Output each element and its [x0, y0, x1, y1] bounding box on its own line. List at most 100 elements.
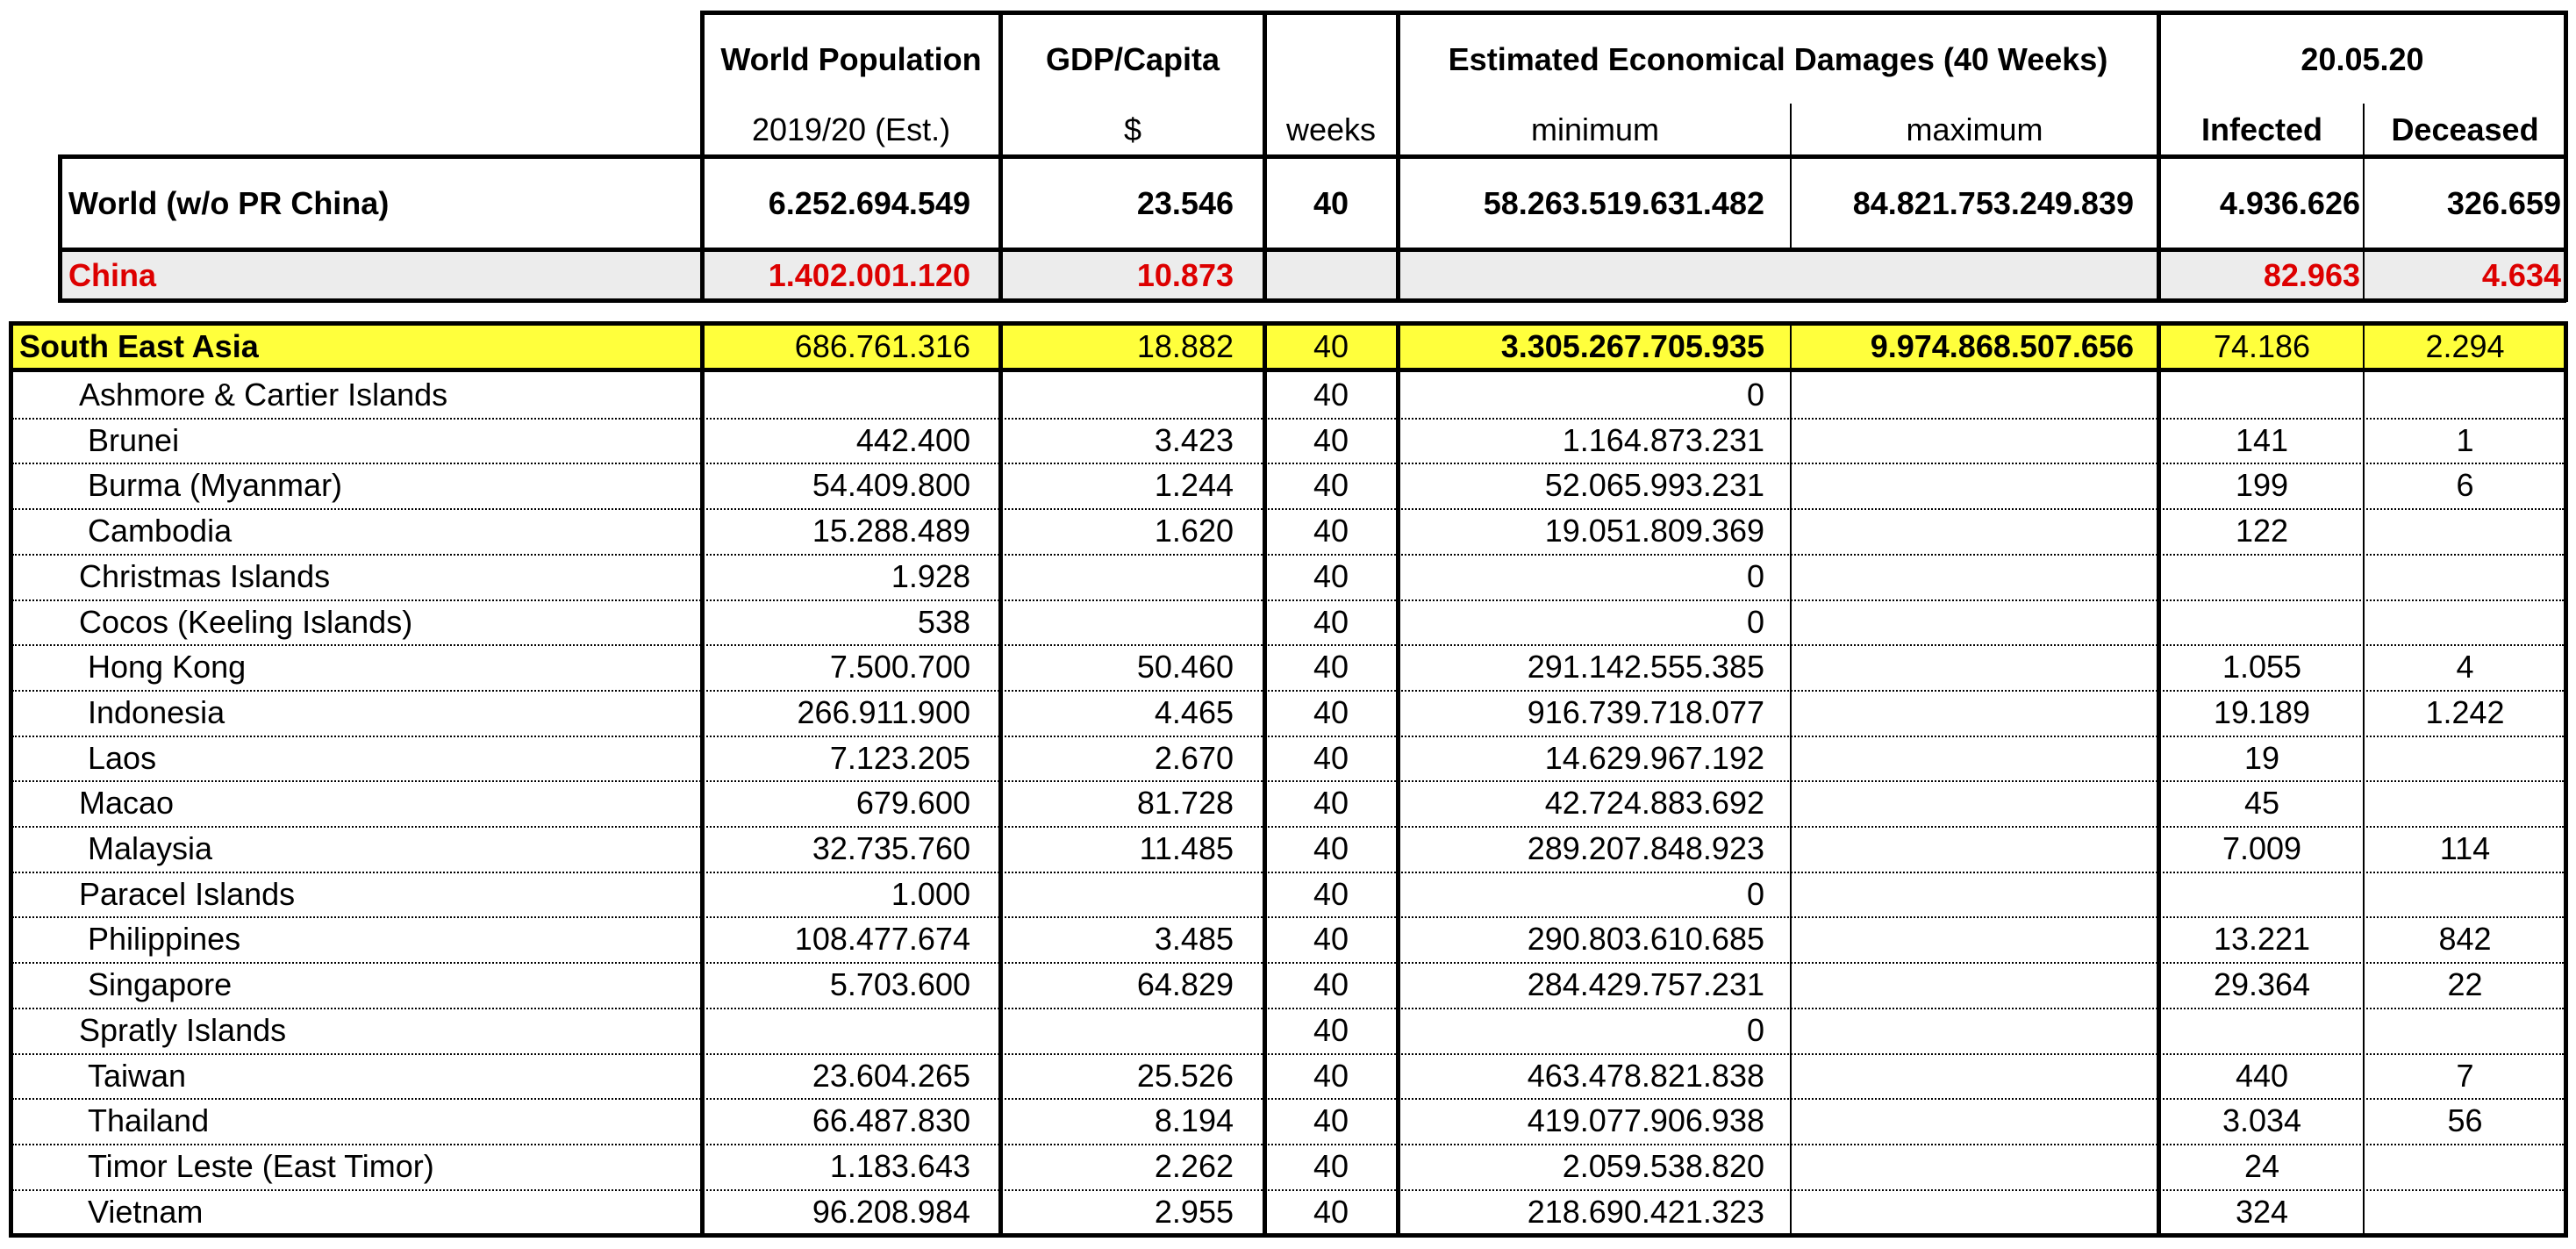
row-gdp: 11.485 [1139, 830, 1234, 866]
row-infected: 324 [2235, 1194, 2289, 1230]
table-bottom-border [9, 1233, 2566, 1238]
row-separator [12, 780, 2564, 782]
world-deceased: 326.659 [2446, 184, 2561, 221]
row-infected: 24 [2243, 1148, 2280, 1184]
row-name: Laos [88, 740, 157, 776]
row-weeks: 40 [1313, 966, 1349, 1002]
world-infected: 4.936.626 [2219, 184, 2360, 221]
row-gdp: 64.829 [1136, 966, 1234, 1002]
row-min: 0 [1746, 558, 1764, 594]
row-weeks: 40 [1313, 604, 1349, 640]
row-name: Macao [79, 785, 175, 821]
row-deceased [2365, 736, 2565, 781]
china-row-fill [60, 250, 2565, 300]
row-deceased: 4 [2456, 649, 2474, 685]
row-infected: 19.189 [2213, 694, 2311, 730]
region-population: 686.761.316 [794, 328, 970, 364]
row-infected: 13.221 [2213, 921, 2311, 957]
row-infected [2160, 1008, 2364, 1053]
row-min: 916.739.718.077 [1527, 694, 1764, 730]
row-name: Christmas Islands [79, 558, 331, 594]
world-bottom-border [58, 248, 2566, 252]
divider [1790, 104, 1792, 249]
row-weeks: 40 [1313, 513, 1349, 549]
row-weeks: 40 [1313, 422, 1349, 458]
row-infected: 7.009 [2222, 830, 2302, 866]
gdp-capita-header: GDP/Capita [1045, 40, 1220, 77]
row-separator [12, 736, 2564, 737]
row-min: 0 [1746, 604, 1764, 640]
row-infected: 3.034 [2222, 1102, 2302, 1138]
row-deceased [2365, 780, 2565, 826]
row-deceased: 22 [2447, 966, 2483, 1002]
world-name: World (w/o PR China) [68, 184, 390, 221]
row-infected: 29.364 [2213, 966, 2311, 1002]
row-deceased [2365, 872, 2565, 917]
row-gdp: 1.620 [1154, 513, 1234, 549]
row-infected [2160, 872, 2364, 917]
row-min: 2.059.538.820 [1562, 1148, 1764, 1184]
row-gdp: 3.423 [1154, 422, 1234, 458]
row-deceased: 842 [2438, 921, 2492, 957]
row-infected [2160, 554, 2364, 599]
divider [1790, 321, 1792, 1238]
row-separator [12, 644, 2564, 646]
row-min: 0 [1746, 876, 1764, 912]
region-bottom-border [9, 368, 2566, 372]
row-name: Burma (Myanmar) [88, 467, 343, 503]
row-name: Spratly Islands [79, 1012, 287, 1048]
row-name: Vietnam [88, 1194, 204, 1230]
row-separator [12, 554, 2564, 556]
region-top-border [9, 321, 2566, 326]
row-name: Paracel Islands [79, 876, 296, 912]
row-infected [2160, 372, 2364, 418]
row-infected: 45 [2243, 785, 2280, 821]
region-damages-min: 3.305.267.705.935 [1500, 328, 1764, 364]
region-infected: 74.186 [2213, 328, 2311, 364]
region-gdp: 18.882 [1136, 328, 1234, 364]
row-name: Cocos (Keeling Islands) [79, 604, 413, 640]
row-population: 96.208.984 [812, 1194, 970, 1230]
row-gdp: 2.670 [1154, 740, 1234, 776]
weeks-subheader: weeks [1285, 111, 1377, 147]
row-min: 0 [1746, 1012, 1764, 1048]
row-gdp: 3.485 [1154, 921, 1234, 957]
row-separator [12, 962, 2564, 964]
row-weeks: 40 [1313, 694, 1349, 730]
world-population-subheader: 2019/20 (Est.) [751, 111, 951, 147]
row-name: Taiwan [88, 1058, 187, 1094]
row-separator [12, 508, 2564, 510]
row-min: 19.051.809.369 [1544, 513, 1764, 549]
row-gdp: 50.460 [1136, 649, 1234, 685]
row-name: Ashmore & Cartier Islands [79, 377, 448, 413]
row-weeks: 40 [1313, 1102, 1349, 1138]
infected-subheader: Infected [2200, 111, 2323, 147]
world-population: 6.252.694.549 [768, 184, 970, 221]
row-population: 15.288.489 [812, 513, 970, 549]
row-deceased [2365, 1008, 2565, 1053]
row-population: 32.735.760 [812, 830, 970, 866]
china-bottom-border [58, 298, 2566, 303]
row-separator [12, 418, 2564, 420]
row-gdp: 1.244 [1154, 467, 1234, 503]
row-infected: 199 [2235, 467, 2289, 503]
row-population: 1.183.643 [829, 1148, 970, 1184]
row-separator [12, 1098, 2564, 1100]
border [2564, 321, 2568, 1238]
row-separator [12, 826, 2564, 828]
row-population: 266.911.900 [797, 694, 970, 730]
row-min: 290.803.610.685 [1527, 921, 1764, 957]
row-deceased [2365, 508, 2565, 554]
row-weeks: 40 [1313, 921, 1349, 957]
border [700, 321, 705, 1238]
header-top-border [700, 11, 2566, 15]
row-weeks: 40 [1313, 785, 1349, 821]
gdp-currency-subheader: $ [1123, 111, 1142, 147]
divider [2363, 104, 2365, 302]
row-gdp [1002, 372, 1263, 418]
row-deceased: 1 [2456, 422, 2474, 458]
row-min: 463.478.821.838 [1527, 1058, 1764, 1094]
row-deceased: 56 [2447, 1102, 2483, 1138]
china-population: 1.402.001.120 [768, 256, 970, 293]
